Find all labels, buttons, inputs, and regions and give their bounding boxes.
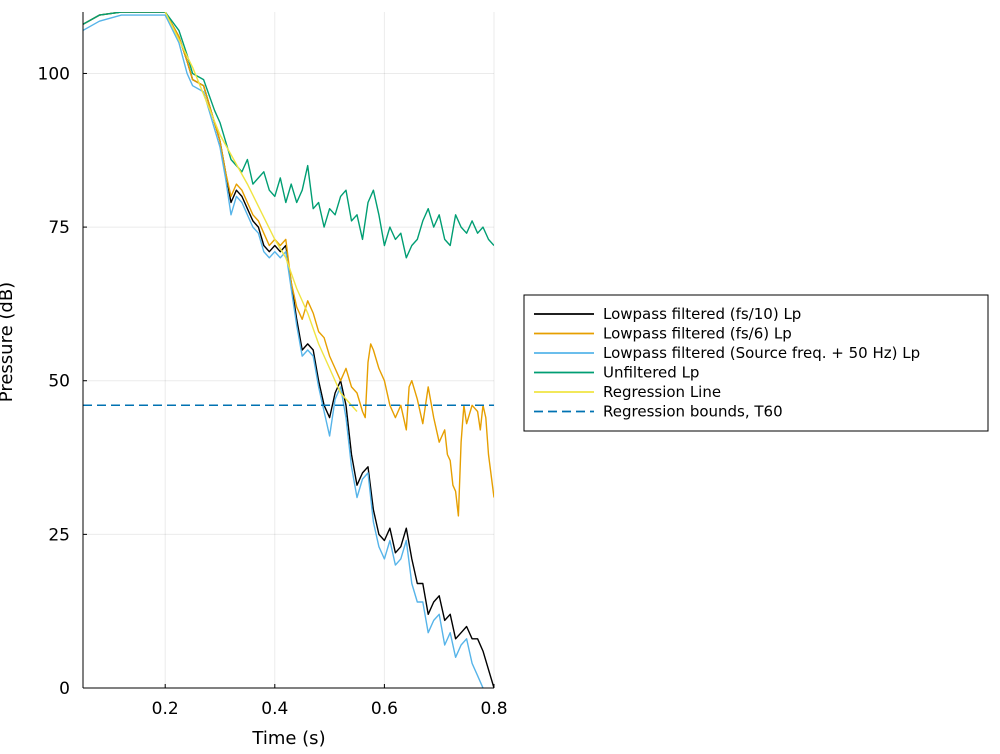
legend-label-6: Regression bounds, T60 [603, 403, 783, 421]
legend: Lowpass filtered (fs/10) Lp Lowpass filte… [523, 294, 989, 432]
series-line-3 [83, 14, 484, 688]
series-line-5 [164, 12, 358, 412]
y-tick-label: 50 [48, 372, 70, 392]
series-line-1 [83, 12, 494, 688]
legend-label-1: Lowpass filtered (fs/10) Lp [603, 305, 801, 323]
y-tick-label: 75 [48, 218, 70, 238]
legend-label-3: Lowpass filtered (Source freq. + 50 Hz) … [603, 344, 920, 362]
y-tick-label: 25 [48, 525, 70, 545]
grid-layer [83, 12, 495, 689]
series-layer [83, 12, 494, 688]
x-tick-label: 0.4 [261, 699, 288, 719]
axes-layer: 0.2 0.4 0.6 0.8 0 25 50 75 100 [38, 12, 508, 719]
legend-label-5: Regression Line [603, 383, 721, 401]
y-tick-label: 100 [38, 64, 70, 84]
x-tick-label: 0.6 [371, 699, 398, 719]
legend-label-4: Unfiltered Lp [603, 364, 699, 382]
legend-box [523, 294, 989, 432]
x-axis-label: Time (s) [251, 728, 325, 749]
series-line-4 [83, 12, 494, 259]
x-tick-label: 0.2 [152, 699, 179, 719]
y-axis-label: Pressure (dB) [0, 282, 17, 402]
legend-label-2: Lowpass filtered (fs/6) Lp [603, 325, 792, 343]
series-line-2 [83, 12, 494, 517]
x-tick-label: 0.8 [480, 699, 507, 719]
y-tick-label: 0 [59, 679, 70, 699]
